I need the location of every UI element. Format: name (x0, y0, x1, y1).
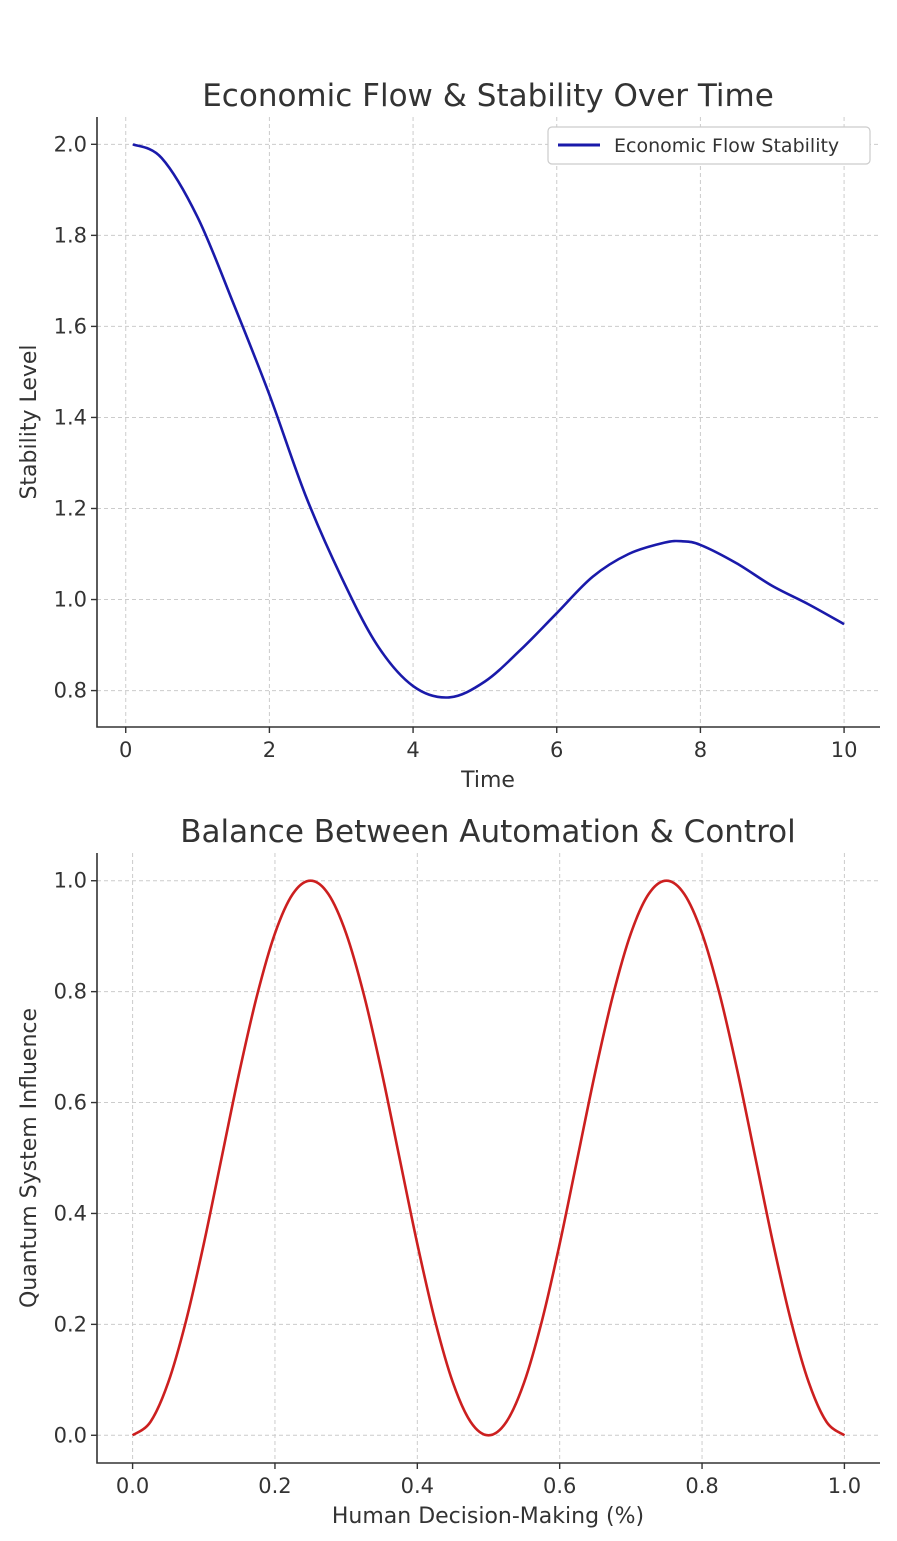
y-tick-label: 0.6 (54, 1091, 87, 1115)
x-tick-label: 0.4 (401, 1474, 434, 1498)
y-tick-label: 1.4 (54, 405, 87, 429)
x-tick-label: 10 (831, 738, 858, 762)
series-line (131, 879, 846, 1437)
x-tick-label: 2 (263, 738, 276, 762)
chart-1-series (132, 143, 845, 699)
y-tick-label: 1.0 (54, 869, 87, 893)
y-tick-label: 1.2 (54, 496, 87, 520)
chart-2-grid (97, 853, 880, 1463)
x-tick-label: 0.8 (685, 1474, 718, 1498)
y-tick-label: 2.0 (54, 132, 87, 156)
x-tick-label: 0.6 (543, 1474, 576, 1498)
series-line (132, 143, 845, 699)
x-tick-label: 8 (694, 738, 707, 762)
y-tick-label: 1.6 (54, 314, 87, 338)
x-tick-label: 6 (550, 738, 563, 762)
legend-box (547, 126, 871, 165)
chart-1-x-axis-label: Time (460, 768, 515, 793)
chart-2-axes-spine (96, 853, 880, 1464)
y-tick-label: 1.8 (54, 223, 87, 247)
chart-2-series (131, 879, 846, 1437)
chart-2-x-axis-label: Human Decision-Making (%) (332, 1504, 644, 1529)
x-tick-label: 0.0 (116, 1474, 149, 1498)
y-tick-label: 1.0 (54, 588, 87, 612)
chart-1-title: Economic Flow & Stability Over Time (202, 78, 774, 114)
chart-1-axes-spine (96, 117, 880, 728)
chart-1-grid (97, 117, 880, 727)
y-tick-label: 0.2 (54, 1312, 87, 1336)
x-tick-label: 0 (119, 738, 132, 762)
y-tick-label: 0.8 (54, 980, 87, 1004)
chart-2-y-axis-label: Quantum System Influence (17, 1008, 42, 1308)
stability-chart: Economic Flow & Stability Over Time 0 2 4 6… (17, 78, 880, 793)
x-tick-label: 1.0 (828, 1474, 861, 1498)
y-tick-label: 0.4 (54, 1201, 87, 1225)
x-tick-label: 0.2 (258, 1474, 291, 1498)
y-tick-label: 0.0 (54, 1423, 87, 1447)
balance-chart: Balance Between Automation & Control 0.0… (17, 814, 880, 1529)
chart-1-y-axis-label: Stability Level (17, 344, 42, 499)
y-tick-label: 0.8 (54, 679, 87, 703)
chart-2-title: Balance Between Automation & Control (180, 814, 795, 850)
chart-2-ticks: 0.0 0.2 0.4 0.6 0.8 1.0 0.0 0.2 0.4 0.6 0.8 1.0 (54, 869, 862, 1498)
chart-1-ticks: 0 2 4 6 8 10 0.8 1.0 1.2 1.4 1.6 1.8 2.0 (54, 132, 858, 762)
x-tick-label: 4 (406, 738, 419, 762)
chart-1-legend: Economic Flow Stability (547, 126, 871, 165)
legend-entry-label: Economic Flow Stability (614, 135, 839, 157)
